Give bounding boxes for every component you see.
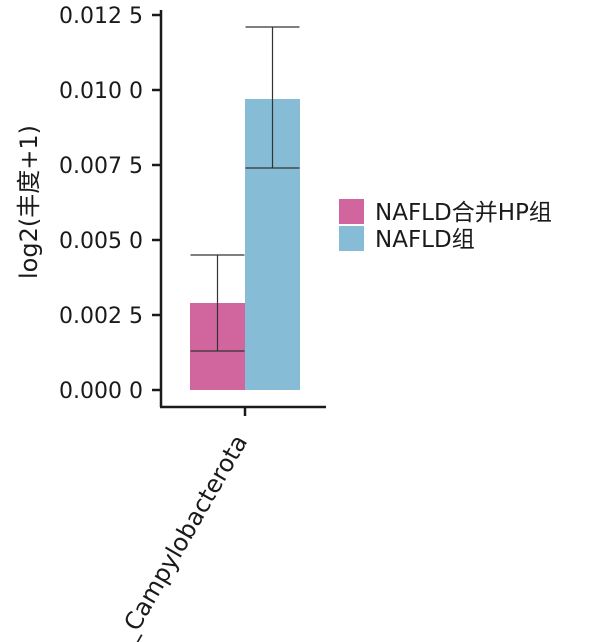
y-ticks: 0.000 0 0.002 5 0.005 0 0.007 5 0.010 0 0.012…	[59, 4, 161, 404]
x-ticks: p__Campylobacterota	[99, 407, 253, 642]
y-tick-label: 0.002 5	[59, 304, 143, 329]
y-tick-label: 0.005 0	[59, 229, 143, 254]
legend-swatch-2	[339, 226, 364, 251]
bars	[190, 99, 300, 390]
legend-label-2: NAFLD组	[375, 227, 475, 253]
x-tick-label: p__Campylobacterota	[99, 430, 253, 642]
y-tick-label: 0.000 0	[59, 379, 143, 404]
y-tick-label: 0.010 0	[59, 79, 143, 104]
y-tick-label: 0.012 5	[59, 4, 143, 29]
legend-swatch-1	[339, 199, 364, 224]
y-tick-label: 0.007 5	[59, 154, 143, 179]
y-axis-title: log2(丰度+1)	[15, 125, 43, 279]
error-bars	[190, 26, 300, 352]
legend-label-1: NAFLD合并HP组	[375, 200, 552, 226]
